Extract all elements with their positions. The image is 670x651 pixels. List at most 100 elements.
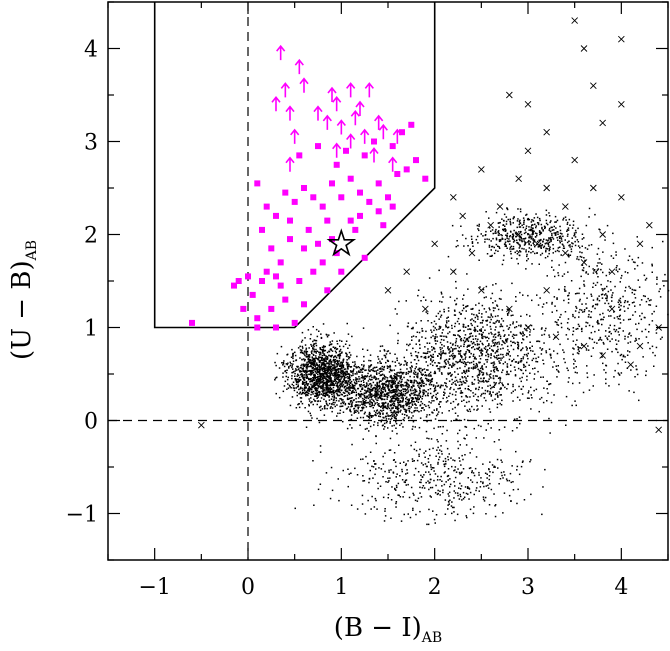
- field-galaxy-point: [426, 420, 428, 423]
- field-galaxy-point: [492, 366, 495, 368]
- field-galaxy-point: [526, 313, 528, 316]
- field-galaxy-point: [326, 367, 329, 369]
- field-galaxy-point: [304, 387, 306, 390]
- field-galaxy-point: [425, 471, 427, 473]
- field-galaxy-point: [423, 409, 425, 411]
- field-galaxy-point: [331, 393, 333, 396]
- field-galaxy-point: [399, 393, 402, 395]
- field-galaxy-point: [572, 313, 574, 316]
- field-galaxy-point: [572, 242, 574, 245]
- field-galaxy-point: [446, 317, 448, 319]
- field-galaxy-point: [385, 381, 387, 383]
- field-galaxy-point: [395, 386, 397, 389]
- field-galaxy-point: [405, 384, 408, 386]
- field-galaxy-point: [492, 391, 494, 393]
- field-galaxy-point: [423, 368, 426, 370]
- field-galaxy-point: [454, 469, 456, 471]
- field-galaxy-point: [586, 365, 588, 367]
- field-galaxy-point: [628, 332, 631, 334]
- field-galaxy-point: [402, 397, 404, 399]
- field-galaxy-point: [554, 221, 556, 223]
- field-galaxy-point: [527, 233, 529, 236]
- field-galaxy-point: [516, 226, 518, 229]
- field-galaxy-point: [496, 304, 498, 306]
- field-galaxy-point: [522, 347, 524, 349]
- field-galaxy-point: [335, 369, 337, 372]
- field-galaxy-point: [370, 416, 373, 418]
- field-galaxy-point: [303, 374, 306, 376]
- field-galaxy-point: [298, 393, 300, 395]
- field-galaxy-point: [339, 339, 341, 342]
- field-galaxy-point: [562, 247, 565, 249]
- field-galaxy-point: [488, 238, 490, 241]
- field-galaxy-point: [330, 379, 333, 382]
- field-galaxy-point: [299, 357, 301, 359]
- field-galaxy-point: [501, 325, 504, 328]
- field-galaxy-point: [600, 339, 603, 341]
- field-galaxy-point: [418, 339, 421, 341]
- field-galaxy-point: [465, 369, 468, 371]
- field-galaxy-point: [500, 353, 502, 356]
- field-galaxy-point: [530, 248, 532, 250]
- field-galaxy-point: [534, 367, 536, 369]
- field-galaxy-point: [578, 300, 581, 302]
- field-galaxy-point: [366, 375, 369, 377]
- field-galaxy-point: [492, 232, 494, 235]
- field-galaxy-point: [507, 352, 509, 355]
- field-galaxy-point: [306, 361, 308, 364]
- field-galaxy-point: [384, 515, 387, 517]
- field-galaxy-point: [410, 352, 412, 355]
- field-galaxy-point: [494, 352, 497, 354]
- field-galaxy-point: [310, 374, 312, 376]
- field-galaxy-point: [407, 372, 409, 375]
- field-galaxy-point: [359, 424, 361, 426]
- field-galaxy-point: [362, 438, 364, 440]
- field-galaxy-point: [561, 240, 563, 242]
- field-galaxy-point: [367, 390, 369, 392]
- field-galaxy-point: [506, 313, 509, 315]
- field-galaxy-point: [342, 391, 345, 394]
- field-galaxy-point: [406, 398, 409, 401]
- field-galaxy-point: [412, 347, 414, 350]
- field-galaxy-point: [410, 392, 413, 395]
- field-galaxy-point: [388, 383, 390, 385]
- field-galaxy-point: [415, 390, 418, 393]
- field-galaxy-point: [413, 410, 416, 412]
- field-galaxy-point: [291, 383, 293, 386]
- field-galaxy-point: [478, 474, 480, 476]
- field-galaxy-point: [288, 384, 291, 387]
- field-galaxy-point: [352, 386, 355, 389]
- field-galaxy-point: [334, 401, 336, 404]
- field-galaxy-point: [438, 318, 440, 320]
- field-galaxy-point: [432, 359, 435, 362]
- field-galaxy-point: [460, 356, 463, 359]
- field-galaxy-point: [322, 348, 325, 350]
- field-galaxy-point: [345, 381, 348, 384]
- field-galaxy-point: [330, 370, 333, 373]
- field-galaxy-point: [463, 343, 465, 345]
- field-galaxy-point: [437, 355, 439, 357]
- field-galaxy-point: [520, 358, 522, 360]
- field-galaxy-point: [407, 407, 410, 410]
- field-galaxy-point: [401, 479, 404, 481]
- field-galaxy-point: [319, 380, 321, 382]
- field-galaxy-point: [301, 368, 303, 370]
- field-galaxy-point: [309, 378, 311, 380]
- field-galaxy-point: [453, 348, 456, 350]
- field-galaxy-point: [369, 382, 372, 385]
- field-galaxy-point: [463, 418, 466, 421]
- field-galaxy-point: [545, 222, 548, 225]
- field-galaxy-point: [326, 366, 328, 368]
- field-galaxy-point: [346, 398, 349, 401]
- field-galaxy-point: [622, 295, 624, 298]
- field-galaxy-point: [373, 376, 375, 378]
- field-galaxy-point: [335, 377, 338, 380]
- field-galaxy-point: [481, 405, 483, 407]
- field-galaxy-point: [509, 220, 511, 223]
- field-galaxy-point: [313, 339, 315, 341]
- field-galaxy-point: [445, 378, 448, 380]
- field-galaxy-point: [428, 437, 430, 440]
- field-galaxy-point: [570, 280, 573, 282]
- field-galaxy-point: [484, 241, 486, 243]
- field-galaxy-point: [307, 410, 310, 413]
